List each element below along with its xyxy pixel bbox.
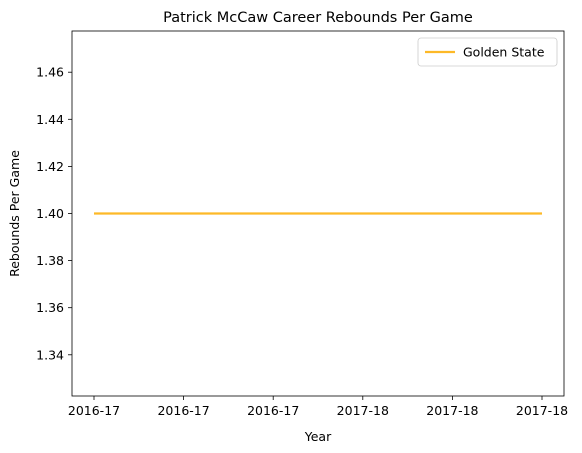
- legend-box: [417, 37, 558, 67]
- chart-title: Patrick McCaw Career Rebounds Per Game: [163, 10, 473, 26]
- x-axis-ticks: 2016-17 2016-17 2016-17 2017-18 2017-18 2017-…: [68, 396, 568, 418]
- y-axis-label: Rebounds Per Game: [7, 150, 22, 277]
- x-tick-label: 2016-17: [157, 403, 209, 418]
- y-tick-label: 1.38: [36, 253, 64, 268]
- y-tick-label: 1.44: [36, 112, 64, 127]
- y-tick-label: 1.34: [36, 347, 64, 362]
- x-tick-label: 2017-18: [516, 403, 568, 418]
- y-tick-label: 1.36: [36, 300, 64, 315]
- y-tick-label: 1.46: [36, 65, 64, 80]
- y-axis-ticks: 1.34 1.36 1.38 1.40 1.42 1.44 1.46: [36, 65, 72, 362]
- x-tick-label: 2016-17: [247, 403, 299, 418]
- y-tick-label: 1.40: [36, 206, 64, 221]
- legend-label-golden-state: Golden State: [463, 45, 545, 60]
- x-axis-label: Year: [304, 429, 332, 444]
- plot-frame: [71, 30, 565, 397]
- x-tick-label: 2017-18: [337, 403, 389, 418]
- y-tick-label: 1.42: [36, 159, 64, 174]
- x-tick-label: 2016-17: [68, 403, 120, 418]
- x-tick-label: 2017-18: [426, 403, 478, 418]
- legend: Golden State: [417, 37, 558, 67]
